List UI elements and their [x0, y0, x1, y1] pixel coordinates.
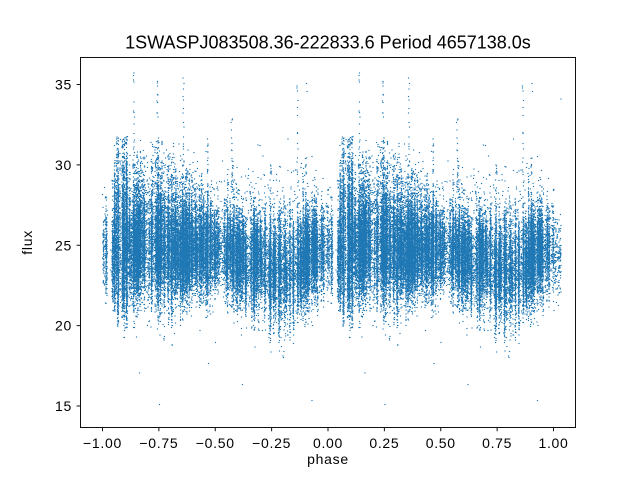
svg-text:0.25: 0.25: [369, 435, 399, 451]
svg-text:35: 35: [55, 77, 72, 93]
svg-text:30: 30: [55, 157, 72, 173]
svg-text:−0.25: −0.25: [252, 435, 291, 451]
svg-text:0.00: 0.00: [313, 435, 343, 451]
svg-text:20: 20: [55, 318, 72, 334]
svg-text:0.75: 0.75: [482, 435, 512, 451]
svg-text:flux: flux: [19, 230, 35, 255]
svg-text:phase: phase: [307, 451, 349, 467]
svg-text:1SWASPJ083508.36-222833.6 Peri: 1SWASPJ083508.36-222833.6 Period 4657138…: [125, 33, 531, 53]
svg-text:25: 25: [55, 237, 72, 253]
svg-text:15: 15: [55, 398, 72, 414]
svg-text:0.50: 0.50: [426, 435, 456, 451]
svg-text:1.00: 1.00: [538, 435, 568, 451]
svg-text:−0.75: −0.75: [139, 435, 178, 451]
svg-text:−1.00: −1.00: [83, 435, 122, 451]
svg-text:−0.50: −0.50: [196, 435, 235, 451]
